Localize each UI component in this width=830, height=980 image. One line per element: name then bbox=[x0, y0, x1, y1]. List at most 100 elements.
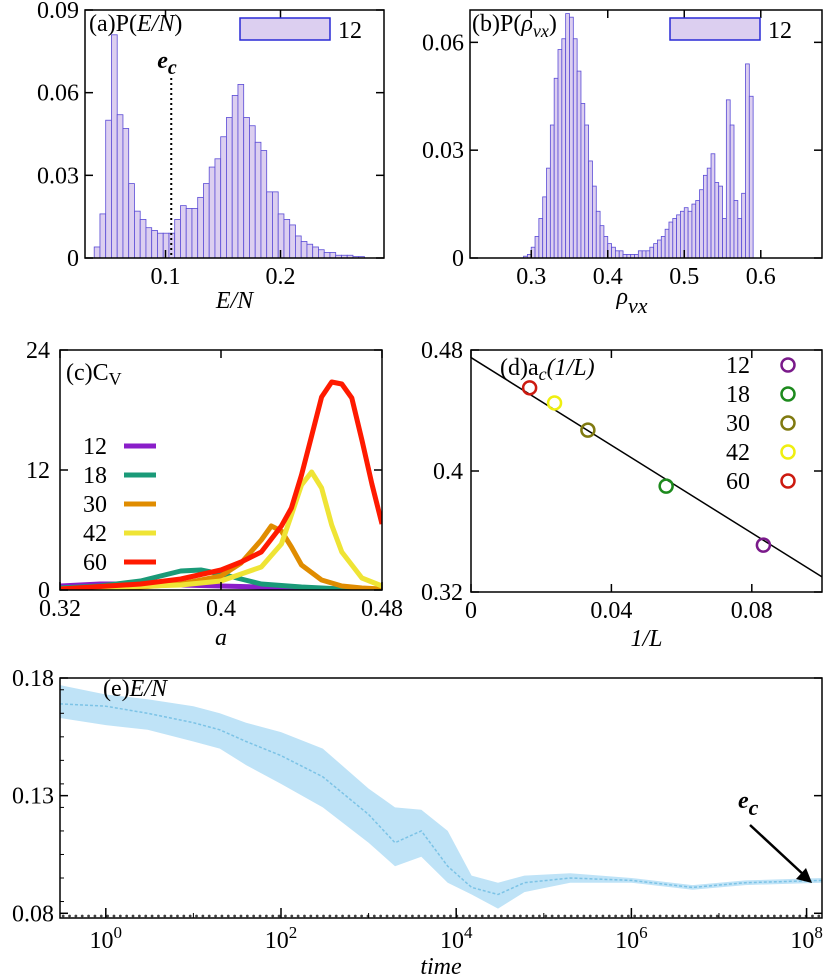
histogram-bar bbox=[306, 243, 314, 259]
data-point-30 bbox=[580, 422, 596, 438]
x-tick-label: 0.08 bbox=[731, 598, 773, 624]
x-tick-label: 0.04 bbox=[590, 598, 632, 624]
y-tick-label: 0.06 bbox=[422, 30, 464, 56]
ec-annotation: ec bbox=[157, 48, 177, 79]
baseline-sample bbox=[322, 914, 325, 918]
baseline-sample bbox=[614, 914, 618, 918]
baseline-sample bbox=[315, 914, 319, 918]
legend-label: 42 bbox=[726, 440, 750, 466]
histogram-bar bbox=[546, 167, 551, 259]
histogram-bar bbox=[237, 84, 245, 259]
panel-title: (e)E/N bbox=[103, 676, 169, 702]
histogram-bar bbox=[569, 16, 574, 259]
baseline-sample bbox=[677, 914, 681, 918]
baseline-sample bbox=[652, 914, 656, 918]
baseline-sample bbox=[696, 914, 700, 918]
baseline-sample bbox=[176, 914, 179, 918]
histogram-bar bbox=[660, 236, 666, 259]
histogram-bar bbox=[657, 239, 662, 259]
baseline-sample bbox=[531, 914, 535, 918]
legend-swatch bbox=[669, 17, 761, 41]
baseline-sample bbox=[334, 914, 338, 918]
histogram-bar bbox=[145, 227, 153, 259]
histogram-bar bbox=[611, 246, 616, 259]
legend-marker-42 bbox=[780, 444, 796, 460]
baseline-sample bbox=[303, 914, 306, 918]
baseline-sample bbox=[747, 914, 751, 918]
x-tick-label: 0.1 bbox=[151, 264, 181, 290]
baseline-sample bbox=[195, 914, 198, 918]
histogram-bar bbox=[561, 38, 567, 259]
histogram-bar bbox=[128, 183, 135, 259]
histogram-bar bbox=[549, 124, 555, 259]
panel-d: 0.32 0.4 0.48 0 0.04 0.08 (d)ac(1/L) 12 18 30 42 60… bbox=[421, 338, 823, 652]
ec-arrow-head bbox=[796, 868, 812, 883]
baseline-sample bbox=[626, 914, 630, 918]
baseline-sample bbox=[753, 914, 757, 918]
baseline-sample bbox=[80, 914, 84, 918]
baseline-sample bbox=[245, 914, 249, 918]
histogram-bar bbox=[122, 128, 130, 259]
x-tick-label: 106 bbox=[615, 923, 648, 954]
histogram-bar bbox=[722, 218, 727, 259]
baseline-sample bbox=[99, 914, 103, 918]
baseline-sample bbox=[169, 914, 173, 918]
baseline-sample bbox=[239, 914, 243, 918]
baseline-sample bbox=[468, 914, 471, 918]
baseline-sample bbox=[68, 914, 71, 918]
baseline-sample bbox=[772, 914, 776, 918]
histogram-bar bbox=[553, 77, 559, 259]
y-tick-label: 24 bbox=[26, 338, 50, 364]
histogram-bar bbox=[254, 141, 262, 259]
x-axis-label: a bbox=[215, 625, 227, 651]
plot-frame bbox=[469, 9, 823, 259]
baseline-sample bbox=[518, 914, 522, 918]
baseline-sample bbox=[538, 914, 541, 918]
baseline-sample bbox=[214, 914, 217, 918]
histogram-bar bbox=[249, 125, 256, 259]
baseline-sample bbox=[296, 914, 300, 918]
baseline-sample bbox=[341, 914, 344, 918]
histogram-bar bbox=[272, 191, 279, 259]
baseline-sample bbox=[372, 914, 376, 918]
histogram-bar bbox=[676, 214, 681, 259]
histogram-bar bbox=[243, 117, 250, 259]
histogram-bar bbox=[93, 246, 101, 259]
legend-marker-12 bbox=[780, 357, 796, 373]
y-tick-label: 12 bbox=[26, 458, 50, 484]
x-tick-label: 0.4 bbox=[206, 596, 236, 622]
baseline-sample bbox=[601, 914, 605, 918]
baseline-sample bbox=[226, 914, 230, 918]
baseline-sample bbox=[360, 914, 364, 918]
y-tick-label: 0.03 bbox=[422, 138, 464, 164]
histogram-bar bbox=[565, 13, 570, 259]
x-axis-label: 1/L bbox=[630, 626, 662, 652]
data-point-60 bbox=[521, 380, 538, 396]
histogram-bar bbox=[714, 182, 720, 259]
histogram-bar bbox=[637, 250, 643, 259]
baseline-sample bbox=[271, 914, 275, 918]
baseline-sample bbox=[525, 914, 529, 918]
baseline-sample bbox=[220, 914, 224, 918]
histogram-bar bbox=[116, 114, 124, 259]
baseline-sample bbox=[734, 914, 738, 918]
histogram-bar bbox=[538, 218, 544, 259]
histogram-bar bbox=[695, 200, 700, 259]
baseline-sample bbox=[645, 914, 649, 918]
baseline-sample bbox=[430, 914, 433, 918]
baseline-sample bbox=[207, 914, 211, 918]
baseline-sample bbox=[741, 914, 745, 918]
histogram-bar bbox=[139, 219, 147, 259]
panel-a: ec 0 0.03 0.06 0.09 0.1 0.2 (a)P(E/N) 12 E/N bbox=[37, 0, 385, 314]
baseline-sample bbox=[284, 914, 287, 918]
baseline-sample bbox=[391, 914, 395, 918]
histogram-bar bbox=[180, 205, 187, 259]
histogram-bar bbox=[595, 210, 601, 259]
baseline-sample bbox=[811, 914, 814, 918]
histogram-bar bbox=[105, 119, 112, 259]
baseline-sample bbox=[264, 914, 268, 918]
histogram-bar bbox=[557, 49, 563, 259]
histogram-bar bbox=[576, 70, 582, 259]
legend-label: 12 bbox=[83, 434, 107, 460]
